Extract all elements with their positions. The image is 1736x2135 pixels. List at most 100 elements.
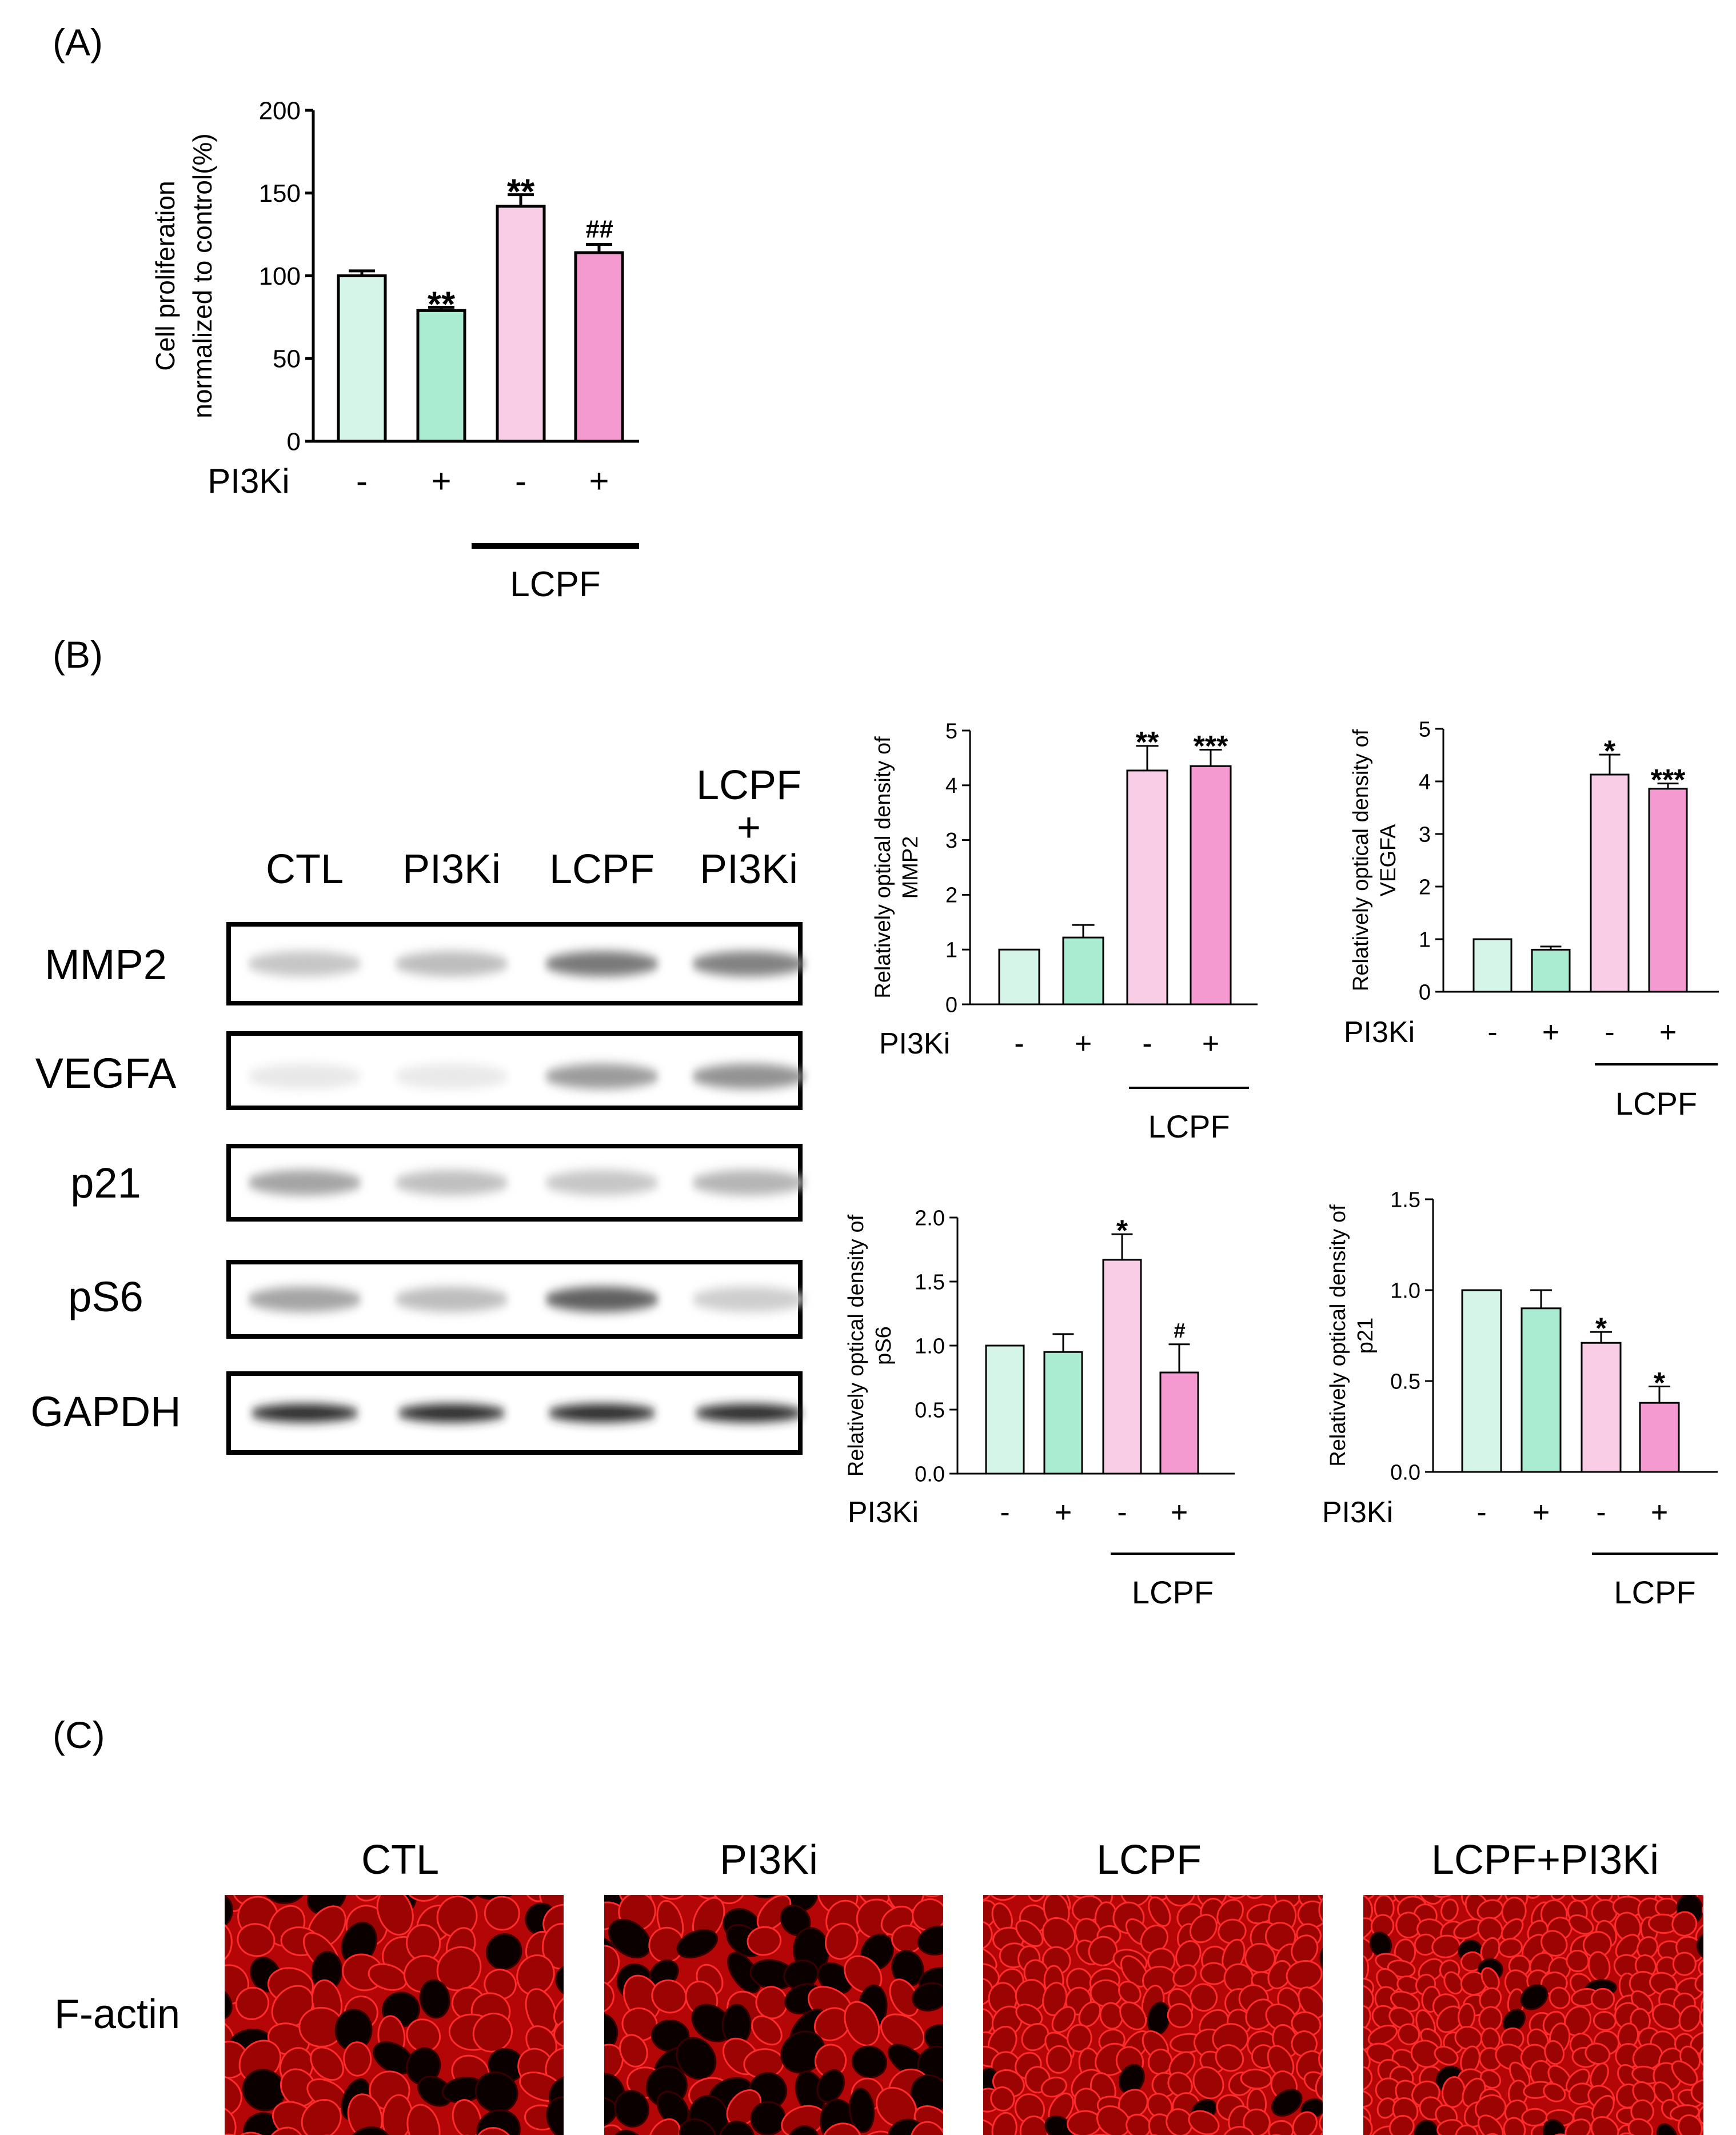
cell — [945, 2029, 970, 2061]
blot-band — [248, 951, 362, 976]
cell — [402, 1895, 444, 1902]
cell — [614, 2090, 649, 2128]
bar — [1190, 765, 1232, 1005]
bar — [416, 309, 466, 443]
blot-band — [248, 1287, 362, 1312]
cell — [546, 2096, 564, 2135]
cell — [225, 1988, 233, 2021]
bar — [985, 1344, 1025, 1475]
cell — [1388, 2114, 1415, 2135]
cell — [1330, 1972, 1355, 2000]
cell — [1525, 1895, 1543, 1899]
cell — [1363, 2114, 1373, 2135]
y-tick-label: 2 — [945, 884, 957, 908]
cell — [265, 2126, 305, 2135]
treatment-sign: + — [1533, 1496, 1550, 1529]
cell — [553, 1990, 564, 2029]
f-actin-image: 20 μm — [1325, 1858, 1731, 2135]
cell — [225, 2133, 247, 2135]
cell — [1543, 2082, 1566, 2102]
cell — [1544, 2040, 1565, 2065]
y-tick-label: 4 — [1419, 770, 1431, 794]
cell — [1671, 1911, 1698, 1937]
treatment-sign: + — [431, 462, 451, 500]
y-tick-label: 1.0 — [915, 1334, 945, 1358]
cell — [516, 1954, 555, 1996]
cell — [1431, 1934, 1461, 1958]
significance-label: * — [1595, 1312, 1607, 1346]
cell — [1656, 2123, 1678, 2135]
cell — [747, 1895, 780, 1899]
cell — [477, 1833, 519, 1875]
cell — [176, 1845, 205, 1878]
cell — [1190, 1983, 1218, 2012]
cell — [983, 1895, 992, 1902]
panel-label-a: (A) — [53, 21, 103, 63]
group-label: LCPF — [1132, 1574, 1214, 1610]
cell — [651, 1979, 687, 2014]
cell — [1200, 1962, 1228, 1985]
cell — [1292, 2111, 1318, 2135]
cell — [1694, 1972, 1703, 1993]
cell — [166, 2082, 210, 2118]
cell — [1549, 1986, 1571, 2009]
significance-label: ** — [507, 173, 535, 212]
cell — [604, 2124, 625, 2135]
f-actin-image: 20 μm — [604, 1895, 987, 2135]
chart-vegfa: 0 1 2 3 4 5 Relatively optical density of VEGFA… — [1344, 717, 1719, 1122]
bar — [1043, 1351, 1083, 1475]
cell — [225, 2106, 237, 2135]
cell — [1189, 1914, 1218, 1944]
cell — [1325, 2057, 1357, 2090]
cell — [517, 1834, 566, 1881]
cell — [179, 2041, 217, 2072]
cell — [912, 1982, 943, 2012]
y-axis-label: Cell proliferation — [150, 181, 180, 370]
cell — [993, 1846, 1026, 1881]
f-actin-image: 20 μm — [945, 1846, 1362, 2135]
cell — [1317, 1895, 1323, 1904]
image-column-label: CTL — [361, 1837, 439, 1883]
cell — [1320, 1952, 1362, 1996]
cell — [939, 2122, 983, 2135]
chart-ps6: 0.0 0.5 1.0 1.5 2.0 Relatively optical densit… — [844, 1206, 1235, 1610]
bar — [337, 274, 387, 443]
cell — [474, 2071, 518, 2113]
bar — [1639, 1402, 1680, 1473]
y-tick-label: 5 — [1419, 717, 1431, 741]
treatment-sign: - — [1596, 1496, 1606, 1529]
cell — [1521, 2108, 1548, 2127]
cell — [1460, 1951, 1483, 1972]
cell — [310, 2046, 344, 2081]
y-tick-label: 3 — [1419, 823, 1431, 847]
cell — [1015, 2004, 1043, 2026]
protein-label: MMP2 — [45, 941, 167, 988]
cell — [1319, 1945, 1323, 1976]
cell — [1321, 2031, 1350, 2060]
treatment-sign: + — [1171, 1496, 1188, 1529]
blot-band — [692, 1287, 806, 1312]
cell — [555, 1965, 564, 1997]
blot-band — [545, 1170, 659, 1195]
bar — [1521, 1307, 1562, 1473]
bar — [1062, 936, 1104, 1005]
y-tick-label: 50 — [273, 345, 301, 373]
cell — [676, 1929, 719, 1959]
significance-label: *** — [1194, 730, 1228, 763]
treatment-label: PI3Ki — [1344, 1016, 1415, 1049]
treatment-sign: - — [1117, 1496, 1127, 1529]
cell — [648, 2118, 681, 2135]
cell — [304, 1834, 338, 1885]
cell — [172, 1901, 216, 1942]
cell — [1297, 1861, 1332, 1890]
y-axis-label: MMP2 — [899, 836, 923, 899]
cell — [945, 2066, 987, 2094]
cell — [1550, 1895, 1569, 1901]
cell — [1632, 2081, 1656, 2106]
cell — [472, 2012, 513, 2053]
cell — [1672, 1952, 1697, 1976]
cell — [1477, 1917, 1503, 1943]
cell — [177, 1921, 215, 1964]
significance-label: * — [1116, 1215, 1128, 1248]
cell — [1701, 1858, 1731, 1889]
